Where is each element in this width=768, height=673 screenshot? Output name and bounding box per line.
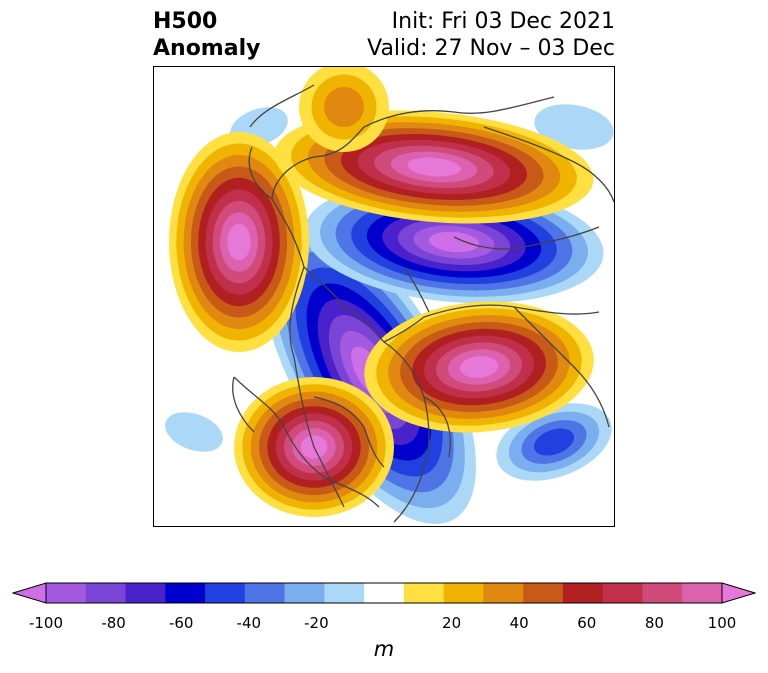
colorbar-tick-label: -100 <box>28 614 64 632</box>
colorbar-cell <box>284 583 325 603</box>
anomaly-map <box>153 66 615 527</box>
colorbar <box>12 582 756 604</box>
colorbar-cell <box>443 583 484 603</box>
colorbar-cell <box>364 583 405 603</box>
init-date: Init: Fri 03 Dec 2021 <box>391 9 615 34</box>
colorbar-frame <box>45 582 723 604</box>
colorbar-tick-label: 20 <box>442 614 462 632</box>
colorbar-cell <box>244 583 286 603</box>
colorbar-cell <box>602 583 643 603</box>
anomaly-map-svg <box>154 67 614 526</box>
colorbar-tick-label: -20 <box>304 614 329 632</box>
colorbar-cell <box>642 583 683 603</box>
colorbar-unit: m <box>373 637 395 661</box>
pos-center-siberia-contour <box>407 157 461 177</box>
colorbar-tick-label: 80 <box>644 614 664 632</box>
colorbar-cell <box>682 583 723 603</box>
colorbar-cell <box>125 583 166 603</box>
date-info: Init: Fri 03 Dec 2021 Valid: 27 Nov – 03… <box>367 8 615 62</box>
colorbar-cell <box>562 583 604 603</box>
chart-title: H500 Anomaly <box>153 8 260 62</box>
neg-patch-sw <box>165 412 223 452</box>
pos-center-alaska <box>169 132 309 352</box>
title-line-2: Anomaly <box>153 36 261 61</box>
colorbar-cell <box>205 583 246 603</box>
title-line-1: H500 <box>153 9 218 34</box>
neg-patch-sw-contour <box>165 412 223 452</box>
pos-patch-north-contour <box>324 87 364 127</box>
colorbar-tick-label: -60 <box>168 614 194 632</box>
pos-center-atlantic <box>364 301 594 433</box>
pos-patch-north <box>299 67 389 152</box>
colorbar-cell <box>324 583 365 603</box>
colorbar-cell <box>165 583 206 603</box>
colorbar-cells <box>12 582 756 604</box>
colorbar-cell <box>403 583 445 603</box>
colorbar-cell <box>483 583 524 603</box>
neg-patch-ne <box>534 104 614 150</box>
colorbar-cell <box>85 583 127 603</box>
pos-center-alaska-contour <box>227 223 251 261</box>
colorbar-tick-label: -40 <box>236 614 262 632</box>
neg-center-east-us-contour <box>533 428 575 456</box>
neg-patch-ne-contour <box>534 104 614 150</box>
colorbar-tick-label: 60 <box>577 614 597 632</box>
colorbar-tick-label: 100 <box>707 614 737 632</box>
colorbar-min-arrow <box>12 582 47 604</box>
anomaly-field <box>165 67 614 524</box>
colorbar-max-arrow <box>721 582 756 604</box>
neg-center-eurasia-contour <box>429 231 479 253</box>
colorbar-tick-label: -80 <box>101 614 126 632</box>
colorbar-cell <box>46 583 87 603</box>
pos-center-atlantic-contour <box>459 356 499 378</box>
colorbar-tick-label: 40 <box>509 614 529 632</box>
valid-range: Valid: 27 Nov – 03 Dec <box>367 36 615 61</box>
coastlines <box>232 84 614 523</box>
pos-center-siberia <box>274 110 594 224</box>
colorbar-cell <box>523 583 564 603</box>
